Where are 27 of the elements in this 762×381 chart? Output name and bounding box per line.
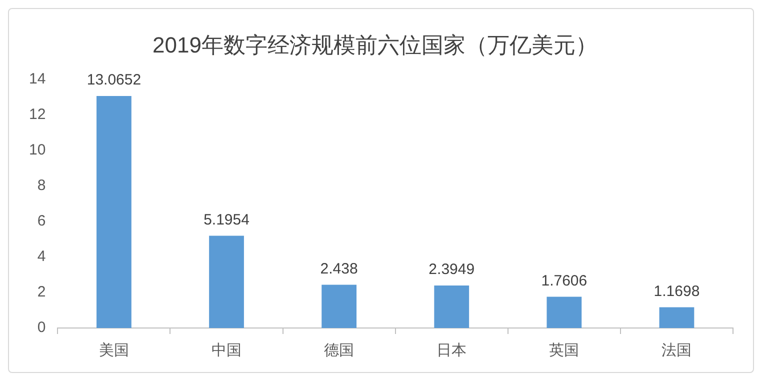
x-tick-label: 中国 bbox=[212, 342, 242, 360]
data-label: 1.7606 bbox=[541, 272, 588, 290]
data-label: 5.1954 bbox=[204, 211, 250, 228]
bar bbox=[96, 96, 132, 328]
x-tick-label: 美国 bbox=[98, 342, 129, 360]
x-tick-label: 法国 bbox=[662, 342, 692, 360]
y-tick-label: 14 bbox=[28, 70, 46, 88]
chart-title: 2019年数字经济规模前六位国家（万亿美元） bbox=[152, 32, 598, 58]
y-tick-label: 8 bbox=[37, 177, 46, 194]
bar bbox=[659, 307, 694, 328]
y-tick-label: 4 bbox=[37, 248, 46, 266]
bar bbox=[434, 285, 470, 328]
bar bbox=[209, 236, 244, 328]
bar bbox=[546, 296, 582, 328]
x-tick-label: 日本 bbox=[436, 342, 467, 360]
bar bbox=[322, 284, 357, 328]
y-tick-label: 12 bbox=[28, 106, 46, 124]
x-tick-label: 德国 bbox=[324, 342, 354, 360]
y-tick-label: 2 bbox=[37, 284, 46, 301]
data-label: 13.0652 bbox=[86, 72, 142, 89]
data-label: 2.3949 bbox=[428, 261, 475, 278]
y-tick-label: 10 bbox=[28, 142, 46, 159]
x-tick-label: 英国 bbox=[549, 342, 580, 360]
data-label: 1.1698 bbox=[654, 282, 700, 300]
y-tick-label: 0 bbox=[37, 319, 46, 336]
y-tick-label: 6 bbox=[37, 212, 46, 230]
data-label: 2.438 bbox=[320, 260, 358, 278]
